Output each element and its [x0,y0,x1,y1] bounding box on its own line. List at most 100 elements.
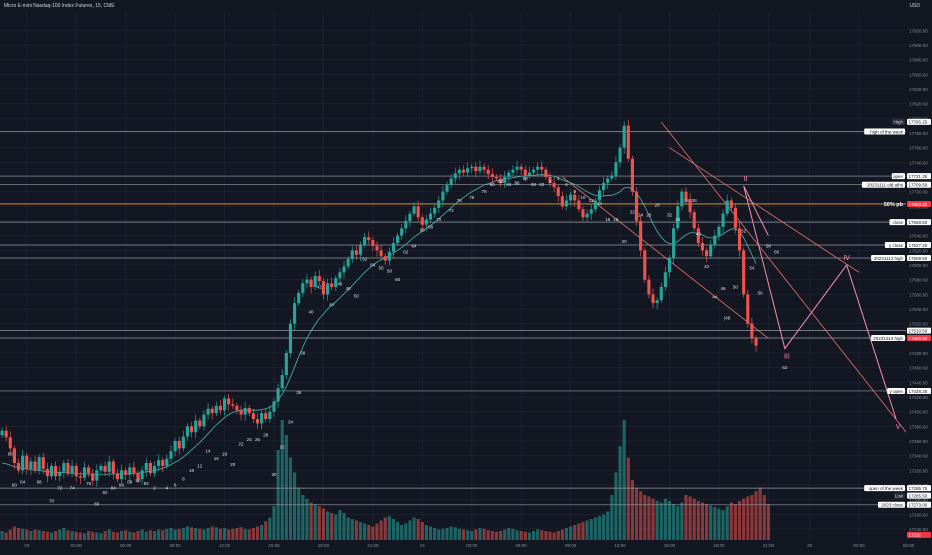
price-tag-text: 17658.50 [909,220,928,225]
volume-bar [49,532,54,540]
candle-body [214,405,218,414]
candle-body [161,460,165,466]
price-tag-text: 17709.50 [909,183,928,188]
candle-body [746,294,750,324]
volume-bar [527,532,531,540]
candle-body [663,272,667,287]
candle-body [433,207,437,214]
volume-bar [350,519,354,540]
time-tick-label: 23 [24,543,30,548]
candle-body [569,194,573,201]
candle-body [54,465,58,477]
candle-body [103,465,107,472]
ema-line [1,174,757,476]
bar-count-label: 76 [86,481,92,486]
price-tick-label: 17740.00 [909,160,928,165]
candle-body [37,457,41,471]
horizontal-levels [0,131,906,506]
candle-body [12,448,16,463]
volume-bar [408,520,412,540]
price-tag [907,334,931,341]
volume-bar [721,510,725,540]
volume-bar [692,498,696,540]
ema-polyline [1,174,757,476]
volume-bar [391,519,396,540]
price-tick-label: 17340.00 [909,454,928,459]
volume-bar [474,529,478,540]
candle-body [560,196,564,207]
candle-body [25,455,29,469]
bar-count-label: 20 [622,239,628,244]
level-name-text: 2023 close [881,503,903,508]
candle-body [696,228,700,243]
bar-count-label: 40 [696,232,702,237]
candle-body [729,200,733,208]
candle-body [206,408,210,415]
currency-label[interactable]: USD [909,3,920,9]
volume-bar [124,530,128,540]
volume-bar [618,446,622,540]
candle-body [354,250,358,255]
volume-bar [552,532,556,540]
candle-body [717,226,721,236]
bar-count-label: 12 [197,463,203,468]
price-tag [907,219,931,226]
volume-bar [667,501,672,540]
price-tick-label: 17320.00 [909,468,928,473]
candle-body [260,413,264,424]
price-tick-label: 17280.00 [909,498,928,503]
volume-bar [441,528,445,540]
bar-count-label: 92 [539,182,545,187]
price-tick-label: 17440.00 [909,380,928,385]
candle-body [540,166,544,170]
volume-bar [387,516,391,540]
volume-bar [416,519,420,540]
candle-body [66,463,70,474]
price-tag [907,255,931,262]
time-axis[interactable]: 23 03:00 06:00 09:00 12:00 15:00 18:00 21:00 24 0… [0,540,932,550]
bar-count-label: 28 [263,433,269,438]
candle-body [305,279,309,284]
volume-bar [74,531,78,540]
bar-count-label: 6 [565,182,568,187]
volume-bar [737,501,742,540]
candle-body [585,213,589,218]
candle-body [350,250,354,260]
volume-bar [457,528,461,540]
candle-body [272,401,276,412]
volume-bar [680,502,684,540]
volume-bar [713,507,717,540]
candles [0,119,758,487]
bar-count-label: 54 [370,262,376,267]
candle-body [346,259,350,267]
candle-body [445,184,449,192]
level-name-tag [889,219,905,226]
time-tick-label: 25 [807,543,813,548]
candle-body [486,169,490,175]
volume-bar [157,529,161,540]
bar-count-label: 78 [482,189,488,194]
bar-count-label: 38 [692,198,698,203]
volume-bar [589,519,593,540]
volume-bar [412,517,416,540]
candle-body [396,235,400,243]
candle-body [634,191,639,221]
bar-count-label: 68 [428,224,434,229]
bar-count-label: 72 [57,485,63,490]
volume-bar [400,525,404,540]
candle-body [284,353,288,375]
volume-bar [602,514,606,540]
time-axis-bg [0,540,932,550]
candle-body [0,430,4,436]
price-axis[interactable]: 17240.0017260.0017280.0017300.0017320.00… [861,0,932,550]
bar-count-label: 42 [704,264,710,269]
candle-body [643,250,647,280]
volume-bar [634,487,639,540]
wave-label: II [744,176,748,183]
level-name-text: open [893,174,904,179]
bar-count-label: 22 [630,210,636,215]
bar-count-label: 52 [741,229,747,234]
bar-count-label: 38 [300,350,306,355]
